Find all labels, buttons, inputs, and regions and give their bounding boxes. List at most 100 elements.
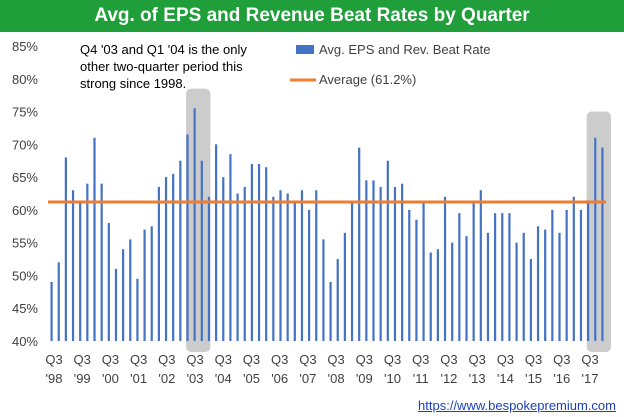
x-tick-label: '10 — [384, 371, 401, 386]
x-tick-label: Q3 — [299, 352, 316, 367]
bar — [508, 213, 511, 341]
x-tick-label: '01 — [130, 371, 147, 386]
bar — [71, 190, 75, 341]
bar — [565, 209, 568, 341]
bar — [50, 282, 53, 341]
bar — [300, 190, 304, 341]
x-tick-label: '13 — [469, 371, 486, 386]
bar — [522, 232, 525, 341]
x-tick-label: '15 — [525, 371, 542, 386]
bar — [551, 209, 554, 341]
bar — [451, 242, 454, 341]
x-tick-label: '02 — [158, 371, 175, 386]
bar — [93, 137, 96, 341]
x-tick-label: '08 — [328, 371, 345, 386]
bar — [79, 203, 82, 341]
bar — [494, 213, 497, 341]
bar — [501, 213, 504, 341]
y-tick-label: 80% — [12, 72, 38, 87]
x-tick-label: Q3 — [440, 352, 457, 367]
highlight-boxes — [186, 88, 611, 352]
bar — [594, 137, 597, 341]
x-tick-label: '12 — [440, 371, 457, 386]
x-tick-label: '07 — [299, 371, 316, 386]
bar — [329, 282, 332, 341]
annotation-text: Q4 '03 and Q1 '04 is the only other two-… — [80, 42, 247, 91]
bar — [179, 160, 182, 341]
bar — [465, 236, 468, 341]
y-tick-label: 55% — [12, 236, 38, 251]
bar — [200, 160, 203, 341]
legend-label-average: Average (61.2%) — [319, 72, 416, 87]
legend: Avg. EPS and Rev. Beat Rate Average (61.… — [290, 42, 491, 87]
bar — [415, 219, 418, 341]
bar — [536, 226, 540, 341]
x-tick-label: '09 — [356, 371, 373, 386]
bar — [86, 183, 89, 341]
bar — [315, 190, 318, 341]
x-tick-label: Q3 — [45, 352, 62, 367]
x-tick-label: '03 — [187, 371, 204, 386]
bar-series — [50, 108, 604, 342]
y-tick-label: 40% — [12, 334, 38, 349]
bar — [515, 242, 518, 341]
bar — [164, 177, 168, 341]
x-tick-label: Q3 — [412, 352, 429, 367]
legend-label-bar: Avg. EPS and Rev. Beat Rate — [319, 42, 491, 57]
x-tick-label: '04 — [215, 371, 232, 386]
bar — [308, 209, 311, 341]
bar — [150, 226, 153, 341]
chart-plot: 85% 80% 75% 70% 65% 60% 55% 50% 45% 40% Q3 '98 Q3 '9… — [12, 39, 611, 386]
x-tick-label: Q3 — [581, 352, 598, 367]
x-tick-label: '11 — [413, 371, 429, 386]
bar — [372, 180, 375, 341]
bar — [436, 249, 439, 341]
bar — [587, 203, 590, 341]
bar — [143, 229, 146, 341]
y-tick-label: 85% — [12, 39, 38, 54]
bar — [207, 196, 211, 341]
x-tick-label: '05 — [243, 371, 260, 386]
x-tick-label: Q3 — [74, 352, 91, 367]
annotation-line: strong since 1998. — [80, 76, 186, 91]
bar — [322, 239, 325, 341]
chart-title: Avg. of EPS and Revenue Beat Rates by Qu… — [0, 0, 624, 32]
bar — [114, 268, 118, 341]
bar — [250, 164, 253, 341]
bar — [122, 249, 125, 341]
bar — [401, 183, 404, 341]
bar — [222, 177, 225, 341]
bar — [286, 193, 289, 341]
x-tick-label: Q3 — [215, 352, 232, 367]
x-tick-label: Q3 — [130, 352, 147, 367]
x-tick-label: Q3 — [497, 352, 514, 367]
bar — [172, 173, 175, 341]
bar — [479, 190, 482, 341]
bar — [579, 209, 583, 341]
annotation-line: other two-quarter period this — [80, 59, 243, 74]
highlight-box — [186, 88, 211, 352]
bar — [458, 213, 461, 341]
bar — [229, 154, 232, 341]
bar — [365, 180, 368, 341]
bar — [422, 203, 425, 341]
bar — [193, 108, 196, 342]
bar — [336, 259, 339, 341]
x-axis: Q3 '98 Q3 '99 Q3 '00 Q3 '01 Q3 '02 Q3 '03 Q3 '04 Q3 '05… — [45, 352, 598, 386]
y-tick-label: 45% — [12, 301, 38, 316]
bar — [236, 193, 239, 341]
x-tick-label: '16 — [553, 371, 570, 386]
bar — [279, 190, 282, 341]
bar — [100, 183, 103, 341]
x-tick-label: Q3 — [102, 352, 119, 367]
bar — [293, 203, 296, 341]
x-tick-label: '99 — [74, 371, 91, 386]
bar — [215, 144, 218, 341]
bar — [64, 157, 67, 341]
x-tick-label: Q3 — [158, 352, 175, 367]
bar — [343, 232, 346, 341]
legend-swatch-bar — [296, 45, 314, 54]
y-tick-label: 75% — [12, 105, 38, 120]
source-link[interactable]: https://www.bespokepremium.com — [418, 398, 616, 413]
bar — [408, 209, 411, 341]
